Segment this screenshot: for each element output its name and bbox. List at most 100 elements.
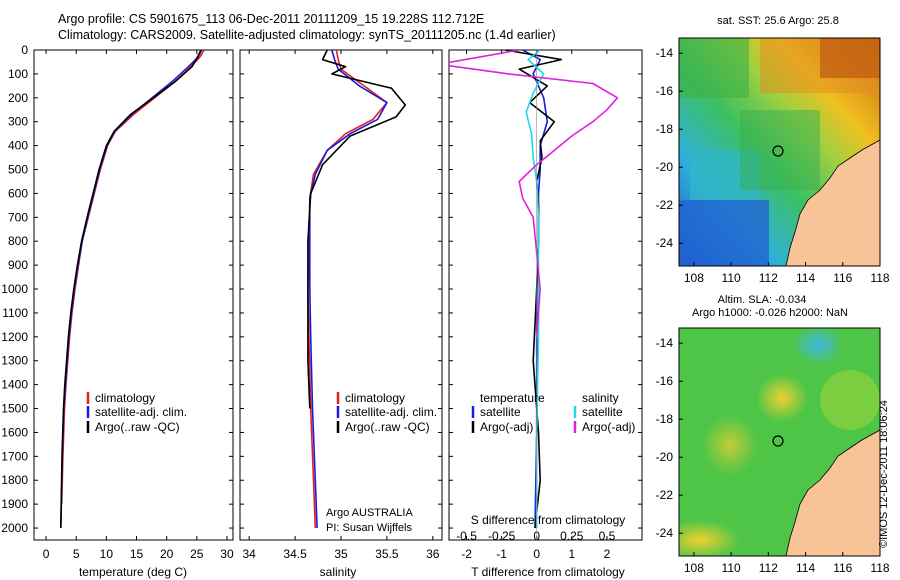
y-tick-label: 1700	[1, 449, 28, 463]
legend-title-salinity: salinity	[582, 391, 619, 405]
s-difference-label: S difference from climatology	[471, 513, 626, 527]
legend-label: satellite-adj. clim.	[95, 405, 187, 419]
sla-map-subtitle: Argo h1000: -0.026 h2000: NaN	[692, 307, 848, 319]
sst-map-image	[679, 38, 880, 266]
legend-label: satellite	[480, 405, 521, 419]
y-tick-label: 1600	[1, 425, 28, 439]
salinity-legend: climatology satellite-adj. clim. Argo(..…	[336, 391, 437, 434]
s-tick-label: -0.25	[488, 529, 516, 543]
series-line-climatology	[60, 50, 205, 505]
y-tick-label: 1500	[1, 402, 28, 416]
series-line-climatology	[307, 50, 388, 529]
difference-axes	[448, 49, 643, 541]
x-tick-label: 36	[426, 547, 440, 561]
map-x-tick-label: 108	[684, 561, 704, 575]
map-x-tick-label: 116	[833, 561, 852, 575]
y-tick-label: 500	[8, 163, 28, 177]
map-x-tick-label: 110	[722, 271, 741, 285]
sla-map-title: Altim. SLA: -0.034	[718, 294, 807, 306]
x-tick-label: 35.5	[375, 547, 399, 561]
x-tick-label: -1	[496, 547, 507, 561]
title-line-2: Climatology: CARS2009. Satellite-adjuste…	[58, 28, 556, 42]
t-difference-label: T difference from climatology	[471, 565, 625, 579]
map-y-tick-label: -16	[656, 374, 674, 388]
legend-label: Argo(..raw -QC)	[345, 420, 430, 434]
map-y-tick-label: -16	[656, 84, 674, 98]
temperature-legend: climatology satellite-adj. clim. Argo(..…	[86, 391, 187, 434]
temperature-xlabel: temperature (deg C)	[79, 565, 187, 579]
legend-label: satellite-adj. clim.	[345, 405, 437, 419]
series-line-satellite-adj-clim-	[60, 50, 203, 529]
x-tick-label: 10	[100, 547, 114, 561]
map-x-tick-label: 112	[759, 271, 778, 285]
legend-label: Argo(..raw -QC)	[95, 420, 180, 434]
map-y-tick-label: -22	[656, 488, 674, 502]
series-line-t-argo-adj-	[504, 50, 563, 529]
x-tick-label: -2	[461, 547, 472, 561]
legend-label: climatology	[95, 391, 155, 405]
sla-argo-marker	[772, 435, 784, 447]
series-line-s-argo-adj-	[449, 50, 619, 337]
y-tick-label: 900	[8, 258, 28, 272]
map-x-tick-label: 114	[796, 271, 815, 285]
map-x-tick-label: 108	[684, 271, 704, 285]
map-y-tick-label: -18	[656, 122, 674, 136]
map-x-tick-label: 118	[870, 561, 889, 575]
imos-credit: ©IMOS 12-Dec-2011 18:06:24	[878, 400, 890, 548]
y-tick-label: 800	[8, 234, 28, 248]
x-tick-label: 34.5	[283, 547, 307, 561]
y-tick-label: 1200	[1, 330, 28, 344]
salinity-xlabel: salinity	[320, 565, 357, 579]
map-y-tick-label: -20	[656, 450, 674, 464]
s-tick-label: -0.5	[456, 529, 477, 543]
sst-coastline	[785, 139, 880, 266]
map-x-tick-label: 112	[759, 561, 778, 575]
y-tick-label: 600	[8, 186, 28, 200]
sst-argo-marker	[772, 145, 784, 157]
argo-pi-label: PI: Susan Wijffels	[326, 522, 412, 534]
x-tick-label: 15	[130, 547, 144, 561]
s-tick-label: 0.5	[599, 529, 616, 543]
y-tick-label: 1100	[2, 306, 28, 320]
map-x-tick-label: 110	[722, 561, 741, 575]
x-tick-label: 1	[568, 547, 575, 561]
map-y-tick-label: -14	[656, 336, 674, 350]
temperature-axes	[33, 49, 234, 541]
sla-map-frame	[678, 327, 881, 557]
s-tick-label: 0.25	[560, 529, 584, 543]
series-line-s-satellite	[525, 50, 545, 528]
x-tick-label: 34	[243, 547, 257, 561]
legend-title-temperature: temperature	[480, 391, 545, 405]
title-line-1: Argo profile: CS 5901675_113 06-Dec-2011…	[58, 12, 485, 26]
y-tick-label: 1800	[1, 473, 28, 487]
map-y-tick-label: -24	[656, 526, 674, 540]
x-tick-label: 0	[533, 547, 540, 561]
map-y-tick-label: -22	[656, 198, 674, 212]
sla-map-image	[679, 328, 880, 556]
x-tick-label: 2	[604, 547, 611, 561]
y-tick-label: 300	[8, 115, 28, 129]
map-y-tick-label: -24	[656, 236, 674, 250]
series-line-t-satellite	[522, 50, 549, 529]
y-tick-label: 200	[8, 91, 28, 105]
y-tick-label: 1900	[1, 497, 28, 511]
map-x-tick-label: 114	[796, 561, 815, 575]
map-x-tick-label: 116	[833, 271, 852, 285]
y-tick-label: 400	[8, 139, 28, 153]
y-tick-label: 700	[8, 210, 28, 224]
salinity-axes	[239, 49, 443, 541]
x-tick-label: 35	[334, 547, 348, 561]
series-line-argo-raw-qc-	[60, 50, 202, 529]
difference-legend: temperature satellite Argo(-adj) salinit…	[471, 391, 635, 434]
legend-label: Argo(-adj)	[480, 420, 533, 434]
sst-map-title: sat. SST: 25.6 Argo: 25.8	[717, 15, 839, 27]
y-tick-label: 1000	[1, 282, 28, 296]
x-tick-label: 5	[73, 547, 80, 561]
x-tick-label: 0	[43, 547, 50, 561]
y-tick-label: 1300	[1, 354, 28, 368]
y-tick-label: 1400	[1, 378, 28, 392]
sla-coastline	[785, 429, 880, 556]
argo-agency-label: Argo AUSTRALIA	[326, 507, 413, 519]
x-tick-label: 20	[160, 547, 174, 561]
